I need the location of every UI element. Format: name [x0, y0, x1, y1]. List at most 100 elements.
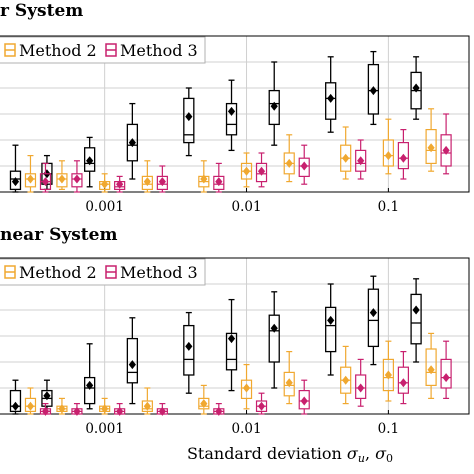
box-method-3	[255, 152, 268, 188]
mean-marker	[11, 401, 20, 411]
mean-marker	[215, 406, 223, 416]
iqr-box	[213, 175, 225, 190]
box-method-1	[84, 136, 96, 188]
iqr-box	[440, 134, 452, 167]
mean-marker	[41, 406, 50, 416]
mean-marker	[41, 177, 50, 187]
legend-swatch-method-3-bottom	[105, 265, 117, 279]
mean-marker	[257, 401, 266, 411]
iqr-box	[440, 358, 452, 389]
box-method-3	[213, 162, 225, 193]
xtick-label: 0.01	[231, 199, 261, 215]
panel-title-bottom: near System	[0, 225, 117, 245]
mean-marker	[384, 151, 392, 161]
legend-label-method-3-bottom: Method 3	[120, 263, 198, 282]
iqr-box	[298, 390, 310, 410]
mean-marker	[158, 177, 166, 187]
legend-label-method-2-bottom: Method 2	[19, 263, 97, 282]
iqr-box	[425, 129, 437, 165]
box-method-3	[397, 129, 409, 180]
iqr-box	[71, 173, 83, 188]
iqr-box	[397, 142, 409, 170]
box-method-1	[410, 278, 422, 363]
box-method-3	[156, 403, 168, 416]
mean-marker	[327, 315, 335, 325]
mean-marker	[285, 378, 293, 388]
iqr-box	[355, 149, 367, 172]
xtick-label: 0.1	[378, 199, 399, 215]
iqr-box	[325, 306, 337, 353]
box-method-1	[367, 275, 380, 366]
iqr-box	[283, 371, 295, 397]
box-method-2	[56, 397, 68, 415]
mean-marker	[357, 383, 365, 393]
iqr-box	[255, 162, 268, 183]
legend-top: Method 2 Method 3	[0, 36, 206, 64]
mean-marker	[86, 380, 94, 390]
iqr-box	[84, 147, 96, 172]
box-method-3	[39, 403, 52, 416]
iqr-box	[410, 293, 422, 345]
iqr-box	[183, 324, 195, 376]
legend-bottom: Method 2 Method 3	[0, 258, 206, 286]
box-method-2	[99, 173, 111, 193]
iqr-box	[24, 173, 37, 188]
box-method-1	[325, 283, 337, 376]
box-method-1	[225, 298, 238, 392]
mean-marker	[73, 174, 81, 184]
box-method-1	[225, 79, 238, 152]
panel-bottom: near System 0.001 0.01 0.1 Method 2 Method…	[0, 225, 470, 465]
boxes-top	[9, 50, 452, 193]
iqr-box	[9, 389, 22, 413]
box-method-1	[268, 61, 280, 146]
iqr-box	[397, 366, 409, 394]
box-method-2	[340, 345, 352, 405]
mean-marker	[101, 404, 109, 414]
box-method-1	[183, 311, 195, 394]
iqr-box	[9, 170, 22, 191]
mean-marker	[26, 401, 35, 411]
mean-marker	[11, 177, 20, 187]
box-method-1	[41, 379, 53, 413]
box-method-1	[367, 50, 380, 126]
box-method-3	[355, 139, 367, 180]
mean-marker	[357, 156, 365, 166]
box-method-3	[440, 340, 452, 399]
box-method-1	[126, 102, 139, 180]
mean-marker	[143, 177, 151, 187]
iqr-box	[183, 97, 195, 144]
iqr-box	[240, 379, 253, 400]
box-method-3	[397, 351, 409, 405]
legend-box-bottom	[0, 258, 206, 286]
mean-marker	[58, 404, 66, 414]
iqr-box	[141, 400, 153, 412]
iqr-box	[156, 175, 168, 190]
legend-label-method-3: Method 3	[120, 41, 198, 60]
box-method-3	[255, 392, 268, 415]
box-method-1	[9, 144, 22, 193]
mean-marker	[143, 401, 151, 411]
mean-marker	[270, 323, 278, 333]
box-method-2	[141, 160, 153, 193]
box-method-3	[440, 113, 452, 175]
box-method-2	[340, 126, 352, 180]
box-method-1	[410, 56, 422, 120]
iqr-box	[382, 358, 394, 392]
mean-marker	[285, 158, 293, 168]
legend-label-method-2: Method 2	[19, 41, 97, 60]
mean-marker	[384, 370, 392, 380]
box-method-3	[114, 175, 126, 193]
box-method-1	[268, 291, 280, 389]
legend-box-top	[0, 36, 206, 64]
iqr-box	[56, 173, 68, 188]
iqr-box	[225, 102, 238, 136]
mean-marker	[215, 177, 223, 187]
legend-swatch-method-2-bottom	[4, 265, 16, 279]
box-method-2	[283, 134, 295, 183]
xtick-label: 0.001	[85, 421, 124, 437]
mean-marker	[128, 138, 136, 148]
mean-marker	[116, 406, 124, 416]
xticks-top: 0.001 0.01 0.1	[85, 188, 399, 215]
mean-marker	[73, 406, 81, 416]
